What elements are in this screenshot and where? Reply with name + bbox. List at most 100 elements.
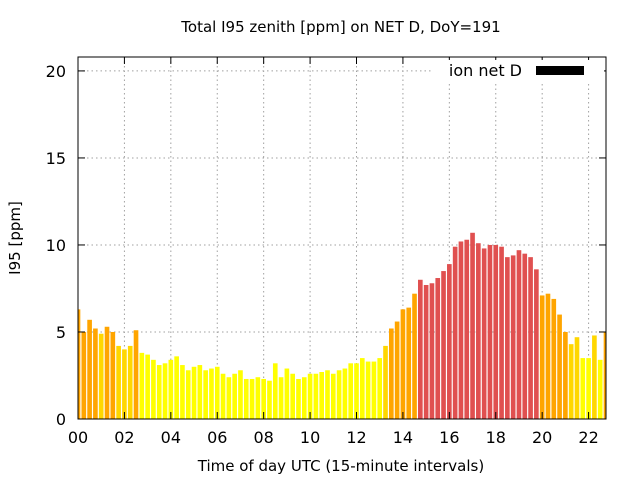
bar (534, 269, 539, 419)
legend: ion net D (432, 60, 604, 82)
x-axis-label: Time of day UTC (15-minute intervals) (197, 457, 484, 475)
bar (98, 333, 104, 419)
bar (151, 359, 156, 419)
bar (342, 368, 348, 419)
y-tick-label: 15 (46, 149, 66, 168)
bar (156, 365, 162, 419)
bar (203, 370, 208, 419)
bar (267, 380, 272, 419)
bar (313, 373, 319, 419)
bar (145, 354, 150, 419)
bar (388, 328, 394, 419)
bar (336, 370, 342, 419)
bar (78, 309, 81, 419)
bar (348, 363, 354, 419)
bar (243, 378, 249, 419)
bar (481, 248, 487, 419)
x-ticks: 00 02 04 06 08 10 12 14 16 18 20 22 (68, 57, 599, 447)
x-tick-label: 00 (68, 428, 88, 447)
x-tick-label: 20 (532, 428, 552, 447)
bar (371, 361, 377, 419)
bar (226, 377, 232, 419)
bar (122, 349, 127, 419)
bar (505, 257, 510, 419)
bar (545, 293, 551, 419)
bar (470, 232, 475, 419)
legend-box-bg (432, 60, 604, 82)
bar (214, 366, 220, 419)
x-tick-label: 18 (486, 428, 506, 447)
bar (487, 244, 493, 419)
y-tick-label: 10 (46, 236, 66, 255)
x-tick-label: 14 (393, 428, 413, 447)
bar (261, 378, 266, 419)
bar (139, 352, 145, 419)
legend-label: ion net D (449, 61, 522, 80)
plot-frame (77, 56, 607, 420)
bar (301, 377, 307, 419)
x-tick-label: 12 (346, 428, 366, 447)
bar (592, 335, 597, 419)
bar (359, 358, 365, 419)
bar (185, 370, 191, 419)
bar (93, 328, 98, 419)
bar (220, 373, 226, 419)
x-tick-label: 22 (578, 428, 598, 447)
y-tick-label: 20 (46, 62, 66, 81)
bar (574, 337, 580, 419)
bar (493, 244, 499, 419)
bar (249, 378, 255, 419)
bar (522, 253, 528, 419)
x-tick-label: 10 (300, 428, 320, 447)
bar (400, 309, 406, 419)
bar (296, 378, 301, 419)
bar (603, 331, 606, 419)
bar (174, 356, 179, 419)
bar (238, 370, 243, 419)
bar (528, 257, 533, 419)
bar (87, 319, 92, 419)
bar (458, 241, 464, 419)
bar (365, 361, 371, 419)
bar (209, 368, 214, 419)
bar (81, 331, 87, 419)
x-tick-label: 04 (161, 428, 181, 447)
bar (255, 377, 261, 419)
x-tick-label: 06 (207, 428, 227, 447)
bar (162, 363, 168, 419)
bar (232, 373, 237, 419)
bar (539, 295, 545, 419)
legend-swatch (536, 66, 584, 75)
bar (510, 255, 516, 419)
bar (272, 363, 278, 419)
bar (412, 293, 417, 419)
bar (406, 307, 412, 419)
chart-title: Total I95 zenith [ppm] on NET D, DoY=191 (180, 18, 500, 36)
y-tick-label: 0 (56, 410, 66, 429)
x-tick-label: 16 (439, 428, 459, 447)
bar (197, 365, 203, 419)
bars (78, 232, 606, 419)
bar (418, 279, 423, 419)
bar (563, 331, 568, 419)
bar (383, 345, 388, 419)
bar (180, 365, 185, 419)
bar (191, 366, 197, 419)
bar (476, 243, 481, 419)
bar (284, 368, 290, 419)
x-tick-label: 02 (114, 428, 134, 447)
bar (441, 271, 446, 419)
bar (325, 370, 330, 419)
x-tick-label: 08 (253, 428, 273, 447)
bar (516, 250, 522, 419)
y-ticks: 0 5 10 15 20 (46, 62, 606, 429)
y-axis-label: I95 [ppm] (6, 201, 24, 275)
bar (452, 246, 458, 419)
bar (597, 359, 603, 419)
bar (580, 358, 586, 419)
bar (290, 373, 296, 419)
bar (116, 345, 121, 419)
bar (435, 278, 441, 419)
y-tick-label: 5 (56, 323, 66, 342)
